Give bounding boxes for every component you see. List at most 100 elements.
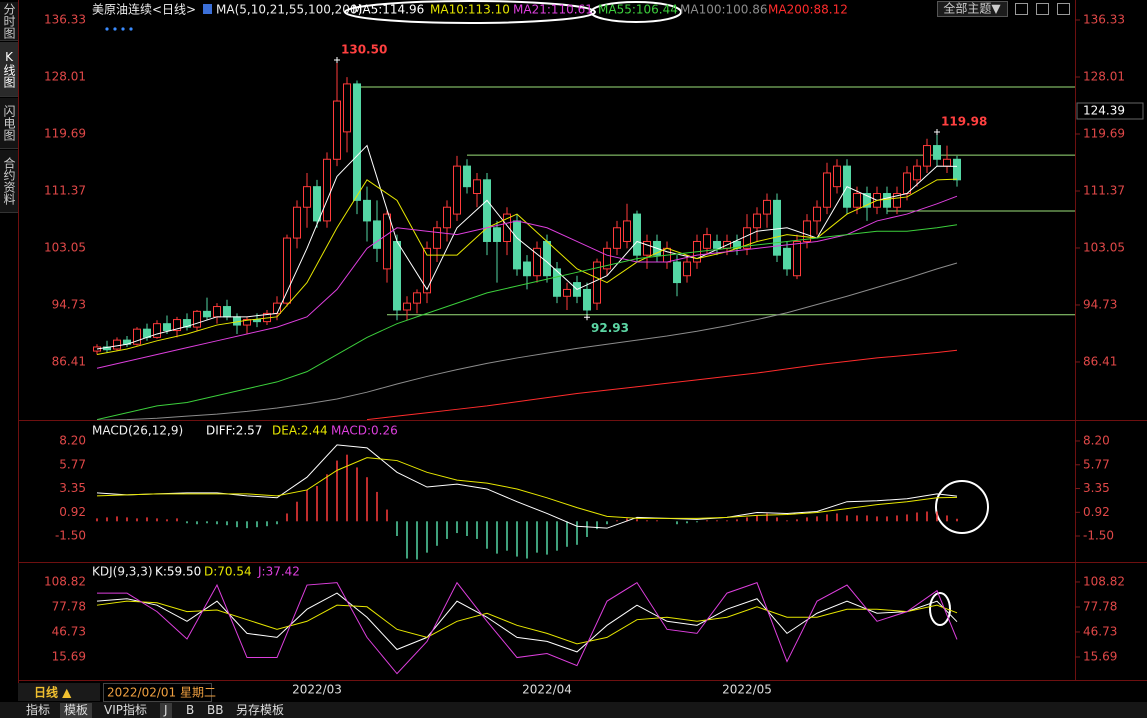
- tab[interactable]: 指标: [26, 703, 51, 717]
- tab[interactable]: BB: [207, 703, 224, 717]
- candle-body: [583, 288, 591, 311]
- y-tick-label: 3.35: [1083, 481, 1110, 495]
- legend-entry: DIFF:2.57: [206, 424, 262, 438]
- tab[interactable]: B: [186, 703, 195, 717]
- candle-body: [453, 165, 461, 215]
- candle-body: [403, 302, 411, 311]
- candle-body: [243, 319, 251, 326]
- candle-body: [293, 206, 301, 239]
- y-tick-label: 15.69: [1083, 649, 1117, 663]
- cursor-date: 2022/02/01 星期二: [107, 686, 216, 700]
- candle-body: [623, 220, 631, 242]
- theme-button-label[interactable]: 全部主题▼: [943, 1, 1001, 16]
- sidebar-tab[interactable]: 闪电图: [0, 98, 18, 149]
- y-tick-label: 103.05: [1083, 240, 1125, 254]
- candle-body: [763, 199, 771, 215]
- dots: [105, 27, 133, 31]
- y-tick-label: 86.41: [1083, 354, 1117, 368]
- theme-button[interactable]: [937, 1, 1008, 17]
- candle-body: [683, 261, 691, 277]
- tab[interactable]: 另存模板: [236, 703, 285, 717]
- y-tick-label: 128.01: [1083, 69, 1125, 83]
- candle-body: [523, 261, 531, 277]
- sidebar-tab[interactable]: 分时图: [0, 2, 18, 41]
- indicator-name: MA(5,10,21,55,100,200): [216, 3, 362, 17]
- candle-body: [353, 83, 361, 201]
- y-tick-label: 119.69: [44, 126, 86, 140]
- indicator-icon: [203, 4, 212, 14]
- candle-body: [813, 206, 821, 222]
- candle-body: [953, 158, 961, 181]
- period-box[interactable]: [18, 683, 100, 701]
- candle-body: [753, 213, 761, 229]
- tab-bar: [0, 702, 1147, 718]
- y-tick-label: 8.20: [59, 433, 86, 447]
- candle-body: [943, 158, 951, 167]
- tab[interactable]: 模板: [60, 703, 93, 718]
- toolbar-icons[interactable]: [1015, 3, 1070, 15]
- candle-body: [463, 165, 471, 188]
- candle-body: [493, 227, 501, 242]
- candle-body: [773, 199, 781, 256]
- y-tick-label: 77.78: [1083, 599, 1117, 613]
- kdj-title: KDJ(9,3,3): [92, 565, 153, 579]
- y-tick-label: 119.69: [1083, 126, 1125, 140]
- tab[interactable]: VIP指标: [104, 703, 147, 717]
- y-tick-label: 136.33: [44, 13, 86, 27]
- candle-body: [513, 220, 521, 270]
- candle-body: [113, 339, 121, 350]
- candle-body: [173, 319, 181, 332]
- candle-body: [883, 193, 891, 208]
- extreme-label: 92.93: [591, 321, 629, 335]
- candle-body: [363, 199, 371, 222]
- candle-body: [783, 247, 791, 270]
- candle-body: [313, 186, 321, 222]
- candle-body: [533, 247, 541, 277]
- y-tick-label: 128.01: [44, 69, 86, 83]
- y-tick-label: 15.69: [52, 649, 86, 663]
- plot-area: [96, 444, 958, 560]
- candle-body: [743, 227, 751, 249]
- legend-entry: MA200:88.12: [768, 3, 848, 17]
- candle-body: [673, 261, 681, 284]
- indicator-line: [96, 457, 958, 519]
- y-tick-label: 103.05: [44, 240, 86, 254]
- extreme-marker: [584, 314, 590, 321]
- period[interactable]: 日线 ▲: [34, 685, 72, 700]
- candle-body: [543, 240, 551, 277]
- y-tick-label: 136.33: [1083, 13, 1125, 27]
- legend-entry: K:59.50: [155, 565, 201, 579]
- candle-body: [133, 328, 141, 345]
- candle-body: [283, 237, 291, 304]
- plot-area: [93, 59, 1075, 420]
- candle-body: [393, 240, 401, 311]
- y-tick-label: 108.82: [1083, 574, 1125, 588]
- tab[interactable]: J: [160, 703, 172, 718]
- indicator-line: [96, 592, 958, 653]
- legend-entry: MA100:100.86: [680, 3, 768, 17]
- candle-body: [713, 240, 721, 249]
- y-tick-label: 0.92: [59, 505, 86, 519]
- candle-body: [893, 193, 901, 208]
- sidebar-tab[interactable]: 合约资料: [0, 150, 18, 213]
- candle-body: [603, 247, 611, 270]
- candle-body: [703, 234, 711, 249]
- candle-body: [233, 316, 241, 326]
- indicator-line: [96, 178, 958, 356]
- candle-body: [223, 306, 231, 318]
- x-tick-label: 2022/03: [292, 683, 342, 697]
- y-tick-label: 8.20: [1083, 433, 1110, 447]
- candle-body: [213, 306, 221, 318]
- y-tick-label: -1.50: [55, 528, 86, 542]
- y-tick-label: -1.50: [1083, 528, 1114, 542]
- candle-body: [433, 227, 441, 249]
- candle-body: [923, 145, 931, 167]
- legend-entry: MA5:114.96: [352, 3, 424, 17]
- legend-entry: DEA:2.44: [272, 424, 328, 438]
- sidebar-tab[interactable]: K线图: [0, 42, 18, 97]
- legend-entry: J:37.42: [257, 565, 300, 579]
- candle-body: [503, 213, 511, 242]
- candle-body: [933, 145, 941, 160]
- frame: [18, 0, 1147, 700]
